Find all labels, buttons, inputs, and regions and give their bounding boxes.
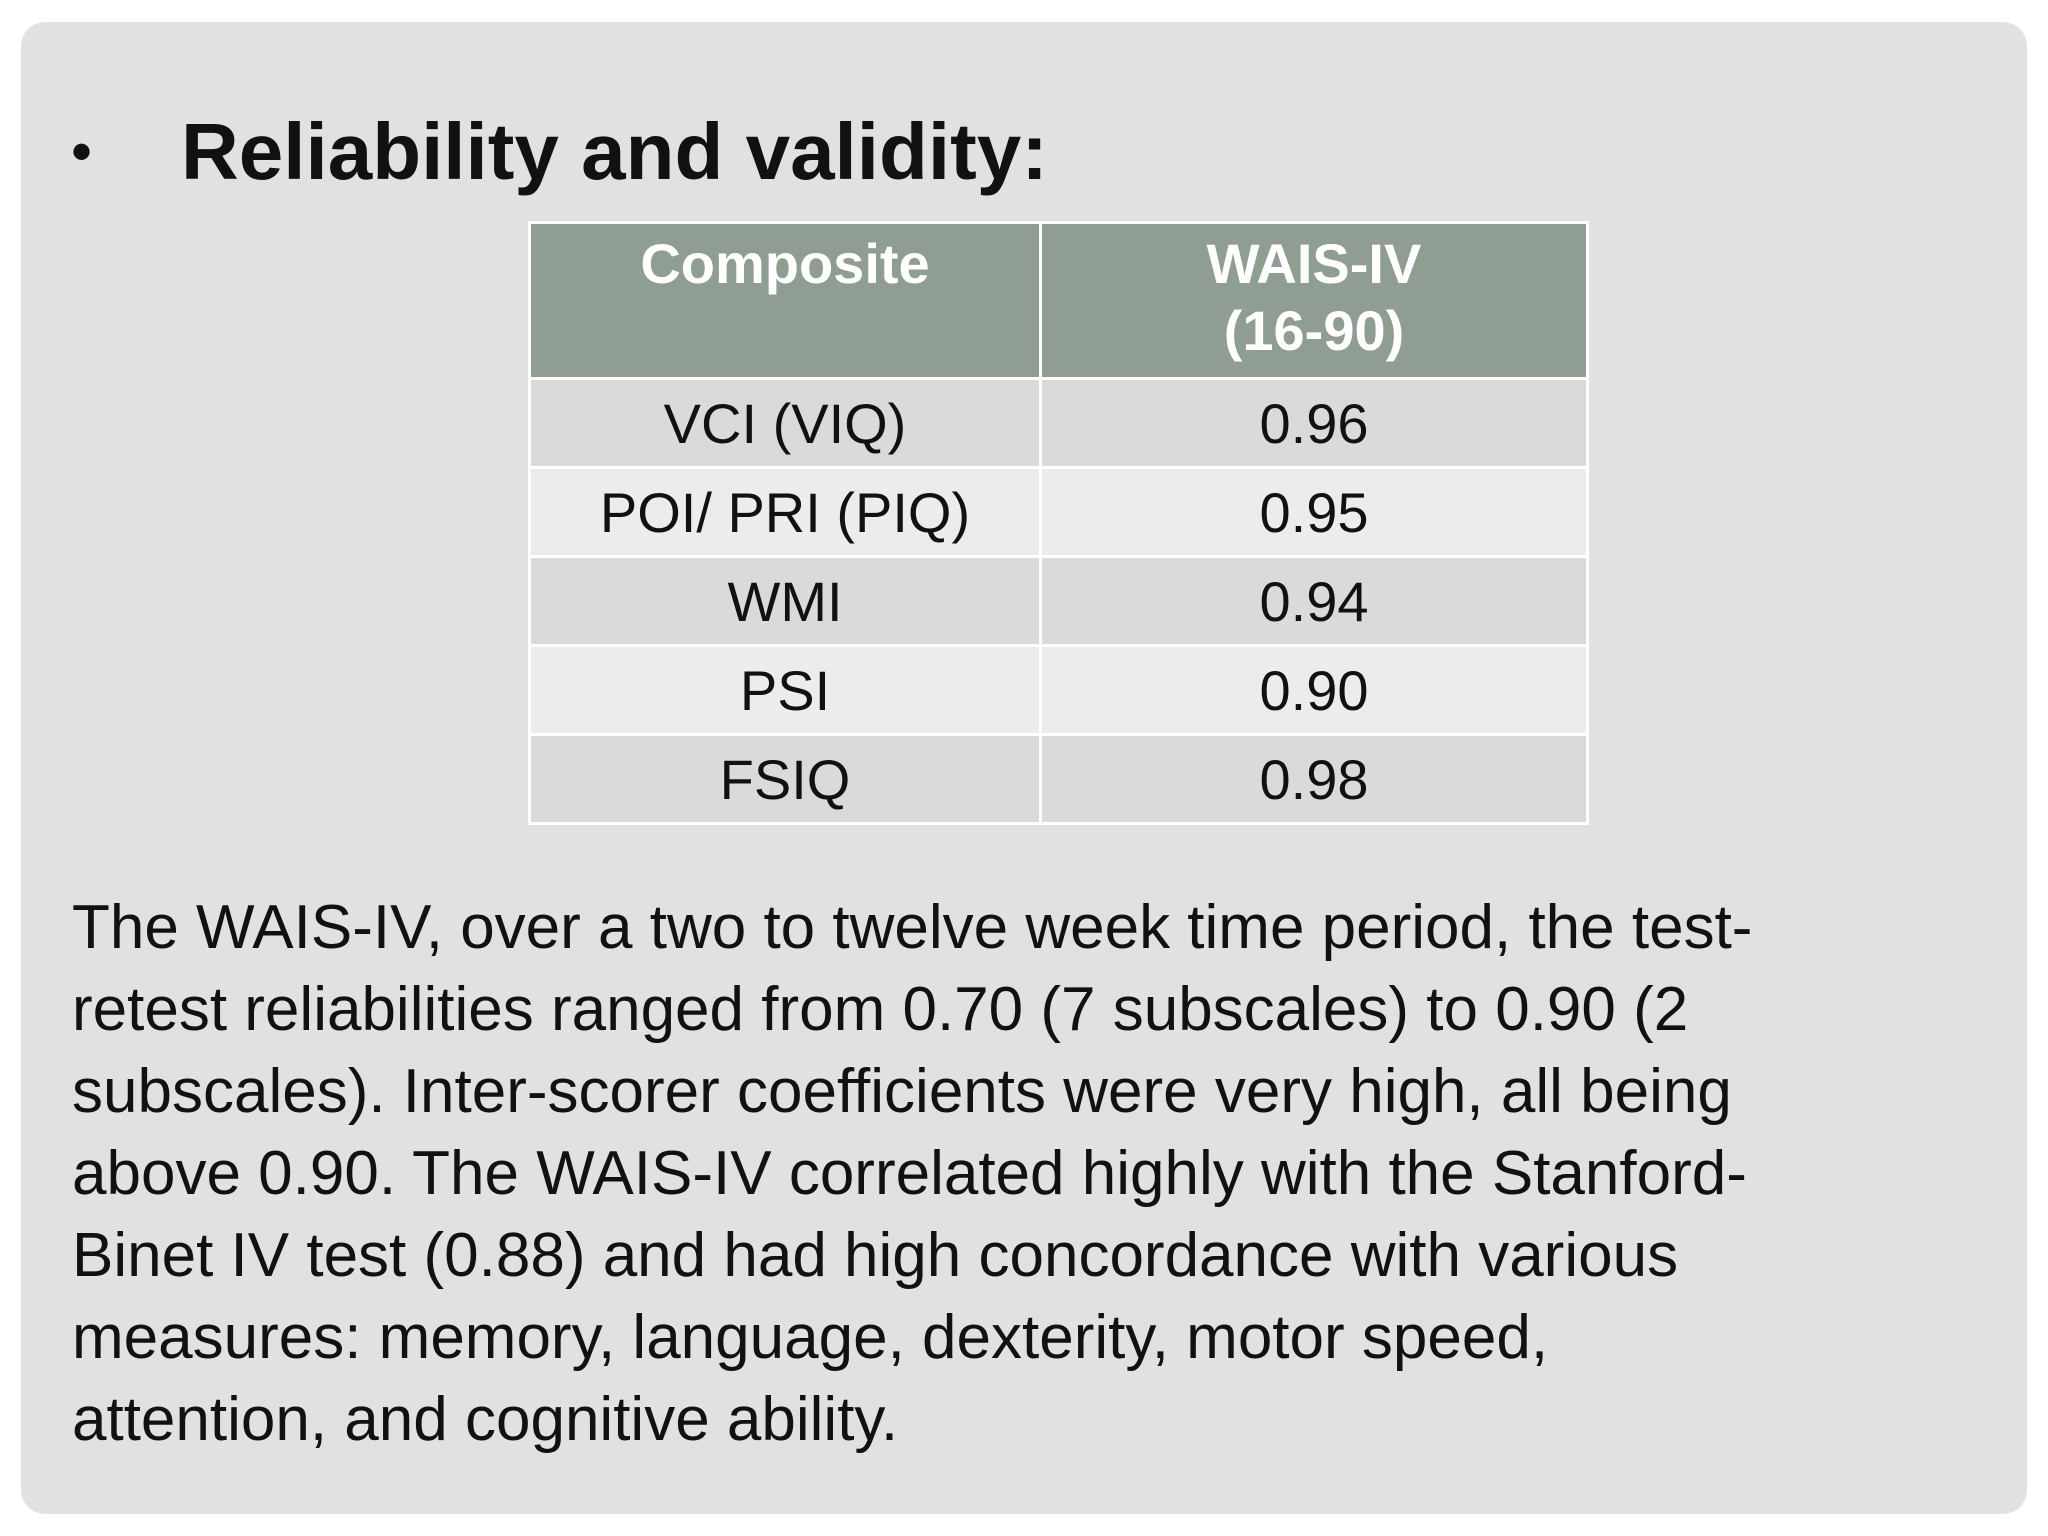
table-row: PSI 0.90 [528, 644, 1589, 736]
table-row: FSIQ 0.98 [528, 733, 1589, 825]
table-row: VCI (VIQ) 0.96 [528, 377, 1589, 469]
paragraph-line: subscales). Inter-scorer coefficients we… [72, 1057, 1732, 1126]
composite-cell: WMI [528, 555, 1042, 647]
paragraph-line: attention, and cognitive ability. [72, 1385, 899, 1454]
header-wais-iv: WAIS-IV (16-90) [1039, 221, 1589, 380]
paragraph-line: The WAIS-IV, over a two to twelve week t… [72, 893, 1753, 962]
paragraph-line: above 0.90. The WAIS-IV correlated highl… [72, 1139, 1747, 1208]
header-composite: Composite [528, 221, 1042, 380]
paragraph-line: measures: memory, language, dexterity, m… [72, 1303, 1549, 1372]
composite-cell: PSI [528, 644, 1042, 736]
composite-cell: VCI (VIQ) [528, 377, 1042, 469]
header-composite-label: Composite [640, 232, 930, 295]
value-cell: 0.95 [1039, 466, 1589, 558]
reliability-table: Composite WAIS-IV (16-90) VCI (VIQ) 0.96… [528, 221, 1589, 825]
title-row: • Reliability and validity: [71, 102, 1048, 202]
header-wais-iv-age-range: (16-90) [1223, 299, 1405, 362]
table-header-row: Composite WAIS-IV (16-90) [528, 221, 1589, 380]
table-row: WMI 0.94 [528, 555, 1589, 647]
paragraph-line: retest reliabilities ranged from 0.70 (7… [72, 975, 1689, 1044]
slide-title: Reliability and validity: [181, 107, 1048, 196]
composite-cell: POI/ PRI (PIQ) [528, 466, 1042, 558]
value-cell: 0.90 [1039, 644, 1589, 736]
body-paragraph: The WAIS-IV, over a two to twelve week t… [72, 887, 2002, 1461]
header-wais-iv-label: WAIS-IV [1206, 232, 1422, 295]
value-cell: 0.96 [1039, 377, 1589, 469]
composite-cell: FSIQ [528, 733, 1042, 825]
value-cell: 0.94 [1039, 555, 1589, 647]
value-cell: 0.98 [1039, 733, 1589, 825]
table-row: POI/ PRI (PIQ) 0.95 [528, 466, 1589, 558]
paragraph-line: Binet IV test (0.88) and had high concor… [72, 1221, 1679, 1290]
slide: • Reliability and validity: Composite WA… [21, 22, 2027, 1514]
bullet-icon: • [71, 118, 93, 185]
